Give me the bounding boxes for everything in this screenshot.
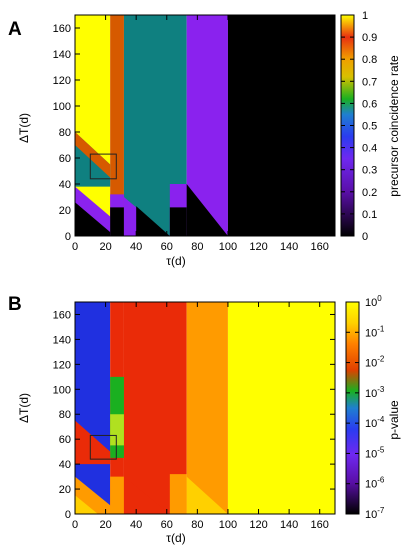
cbB-tick-label: 10-5 [365,445,385,460]
panelB-region-0 [75,302,111,514]
panelA-xtick-label: 140 [280,241,298,253]
panelB-xtick-label: 0 [72,519,78,531]
panelA-ytick-label: 100 [53,101,71,113]
panel-b-ylabel: ΔT(d) [17,393,31,423]
cbA-tick-label: 0.8 [362,54,377,66]
panelB-triangle-1 [75,495,98,514]
panel-a-heatmap: 0 20 40 60 80 100 120 140 160 0 20 40 60 80 100 120 140 1… [53,14,336,253]
panelB-ytick-label: 80 [59,409,71,421]
panelB-triangle-2 [110,476,124,514]
cbB-tick-label: 100 [365,294,382,309]
cbA-tick-label: 0.1 [362,209,377,221]
cbB-tick-label: 10-2 [365,355,385,370]
panelB-xtick-label: 160 [311,519,329,531]
cbA-tick-label: 1 [362,10,368,22]
panelA-frame [74,14,336,237]
panelB-ytick-label: 160 [53,309,71,321]
panelA-triangle-3 [110,207,124,236]
panelA-xtick-label: 100 [219,241,237,253]
panel-b-colorbar-ticks: 100 10-1 10-2 10-3 10-4 10-5 10-6 10-7 [346,294,385,521]
panelB-triangle-7 [110,414,124,446]
panelB-triangle-5 [186,476,228,514]
panelA-xtick-label: 20 [99,241,111,253]
panel-b-letter: B [8,294,22,315]
panelB-ytick-label: 60 [59,434,71,446]
panelA-ytick-label: 80 [59,127,71,139]
cbB-tick-label: 10-3 [365,385,385,400]
panelB-region-3 [186,302,228,514]
cbB-tick-label: 10-4 [365,415,385,430]
panelB-xtick-label: 40 [130,519,142,531]
panelA-ytick-label: 160 [53,23,71,35]
panelA-region-1 [110,15,124,236]
cbA-tick-label: 0.6 [362,98,377,110]
panelB-ytick-label: 120 [53,359,71,371]
panelA-xtick-label: 0 [72,241,78,253]
panelA-triangle-5 [136,206,170,236]
cbA-tick-label: 0.7 [362,76,377,88]
cbB-tick-label: 10-7 [365,506,385,521]
panelB-triangle-3 [123,476,170,514]
panelA-ytick-label: 0 [65,231,71,243]
panelB-xtick-label: 80 [191,519,203,531]
panel-a-xlabel: τ(d) [166,254,185,268]
panelA-xtick-label: 60 [161,241,173,253]
panelA-region-4 [227,15,335,236]
panelB-frame [74,301,336,515]
panelB-ytick-label: 20 [59,484,71,496]
panelA-ytick-label: 40 [59,179,71,191]
panelA-triangle-7 [169,207,187,236]
panel-b-colorbar-label: p-value [387,400,401,440]
panel-a-colorbar-label: precursor coincidence rate [387,55,401,197]
panelA-triangle-8 [186,184,228,236]
panelB-xtick-label: 60 [161,519,173,531]
panelA-ytick-label: 60 [59,153,71,165]
cbB-tick-label: 10-1 [365,324,385,339]
panelA-ytick-label: 120 [53,75,71,87]
panelA-xtick-label: 160 [311,241,329,253]
cbA-tick-label: 0.5 [362,121,377,133]
panelA-ytick-label: 20 [59,205,71,217]
panelB-triangle-4 [169,474,187,514]
panelA-triangle-1 [75,202,115,236]
panelB-ytick-label: 0 [65,509,71,521]
panelB-ytick-label: 40 [59,459,71,471]
panelA-xtick-label: 120 [249,241,267,253]
cbA-tick-label: 0.2 [362,187,377,199]
panelA-ytick-label: 140 [53,49,71,61]
panel-a-letter: A [8,19,22,40]
panelA-xtick-label: 40 [130,241,142,253]
panel-b-colorbar [345,301,360,515]
panelA-triangle-10 [75,132,111,178]
panelB-xtick-label: 100 [219,519,237,531]
panelB-xtick-label: 120 [249,519,267,531]
cbA-tick-label: 0.4 [362,143,377,155]
panelB-ytick-label: 100 [53,384,71,396]
panel-a-ylabel: ΔT(d) [17,113,31,143]
panel-a-colorbar-ticks: 0 0.1 0.2 0.3 0.4 0.5 0.6 0.7 0.8 0.9 1 [341,10,377,243]
panelB-ytick-label: 140 [53,334,71,346]
panelB-xtick-label: 140 [280,519,298,531]
panelB-xtick-label: 20 [99,519,111,531]
panelB-highlight-box [89,434,117,460]
panel-b-heatmap: 0 20 40 60 80 100 120 140 160 0 20 40 60 80 100 120 140 1… [53,301,336,531]
cbA-tick-label: 0 [362,231,368,243]
panelA-xtick-label: 80 [191,241,203,253]
panelB-region-4 [227,302,335,514]
cbB-tick-label: 10-6 [365,476,385,491]
cbA-tick-label: 0.9 [362,32,377,44]
panelB-triangle-8 [75,420,111,465]
panel-b-xlabel: τ(d) [166,531,185,545]
cbA-tick-label: 0.3 [362,165,377,177]
panelA-highlight-box [89,153,117,180]
